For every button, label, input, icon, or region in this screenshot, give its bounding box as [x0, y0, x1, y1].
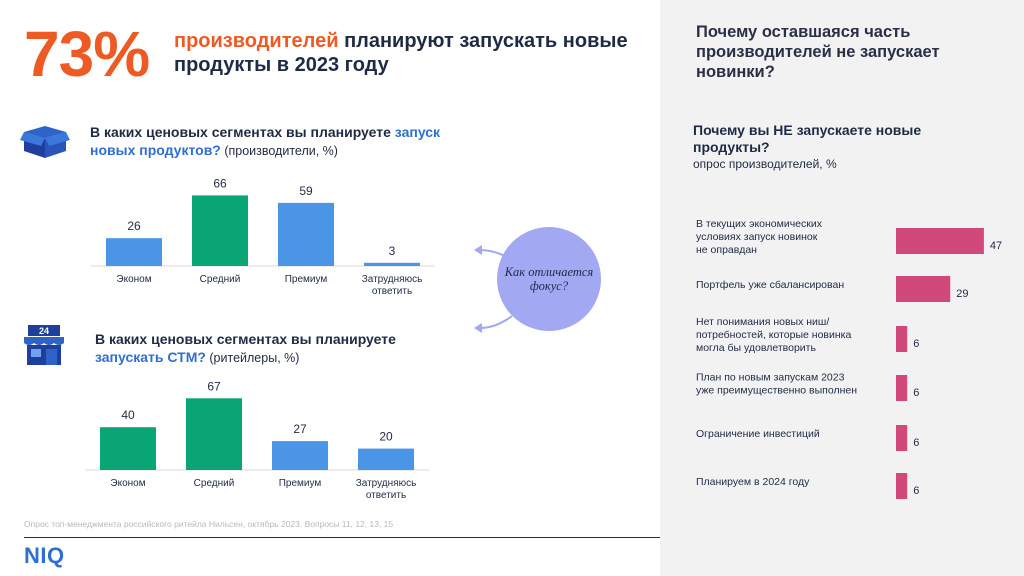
chart1-bar-chart: 26 Эконом 66 Средний 59 Премиум 3 Затрудняюсьот… [91, 176, 435, 297]
chart1-category-0-0: Эконом [116, 274, 151, 285]
chart2-title-blue: запускать СТМ? [95, 349, 206, 365]
chart2-title: В каких ценовых сегментах вы планируете … [95, 330, 455, 367]
chart1-title-normal: (производители, %) [220, 144, 338, 158]
reasons-value-4: 6 [913, 437, 919, 449]
chart1-category-2-0: Премиум [285, 274, 328, 285]
chart2-value-3: 20 [379, 430, 393, 444]
headline-accent: производителей [174, 30, 339, 52]
chart2-value-0: 40 [121, 408, 135, 422]
chart1-title-blue: запуск новых продуктов? [90, 124, 441, 158]
reasons-bar-1 [896, 276, 951, 302]
chart2-bar-3 [358, 448, 414, 470]
footer-divider [24, 537, 660, 538]
chart2-value-1: 67 [207, 379, 221, 393]
right-subtitle: опрос производителей, % [693, 157, 837, 171]
reasons-category-2-1: потребностей, которые новинка [696, 329, 851, 341]
reasons-category-2-0: Нет понимания новых ниш/ [696, 316, 829, 328]
chart2-category-0-0: Эконом [110, 478, 145, 489]
chart1-value-3: 3 [389, 244, 396, 258]
niq-logo: NIQ [24, 543, 65, 568]
reasons-category-4-0: Ограничение инвестиций [696, 428, 820, 440]
chart2-bar-1 [186, 398, 242, 470]
chart1-bar-0 [106, 238, 162, 266]
right-panel-title: Почему оставшаяся часть производителей н… [696, 23, 940, 81]
reasons-category-0-2: не оправдан [696, 244, 757, 256]
chart2-value-2: 27 [293, 422, 307, 436]
chart2-category-2-0: Премиум [279, 478, 322, 489]
reasons-bar-2 [896, 326, 908, 352]
reasons-category-0-0: В текущих экономических [696, 218, 823, 230]
chart1-bar-2 [278, 202, 334, 266]
arrow-up-left-head [474, 245, 482, 255]
reasons-value-3: 6 [913, 387, 919, 399]
chart2-title-bold: В каких ценовых сегментах вы планируете [95, 331, 396, 347]
reasons-value-5: 6 [913, 485, 919, 497]
right-question: Почему вы НЕ запускаете новые продукты? [693, 122, 922, 155]
reasons-category-2-2: могла бы удовлетворить [696, 342, 816, 354]
reasons-category-1-0: Портфель уже сбалансирован [696, 279, 844, 291]
chart1-title-bold: В каких ценовых сегментах вы планируете [90, 124, 395, 140]
arrow-down-left-icon [479, 315, 513, 329]
headline-percentage: 73% [24, 18, 150, 90]
chart2-bar-0 [100, 427, 156, 470]
reasons-category-3-1: уже преимущественно выполнен [696, 385, 857, 397]
chart2-category-1-0: Средний [194, 478, 235, 489]
reasons-category-0-1: условиях запуск новинок [696, 231, 818, 243]
chart2-category-3-0: Затрудняюсь [356, 478, 417, 489]
chart1-category-1-0: Средний [200, 274, 241, 285]
reasons-category-5-0: Планируем в 2024 году [696, 476, 810, 488]
chart1-value-1: 66 [213, 176, 227, 190]
chart1-bar-1 [192, 195, 248, 266]
reasons-bar-3 [896, 375, 908, 401]
reasons-bar-5 [896, 473, 908, 499]
chart1-bar-3 [364, 262, 420, 266]
reasons-bar-4 [896, 425, 908, 451]
arrow-down-left-head [474, 323, 482, 333]
reasons-value-0: 47 [990, 240, 1002, 252]
chart1-category-3-1: ответить [372, 286, 412, 297]
reasons-bar-0 [896, 228, 984, 254]
chart1-title: В каких ценовых сегментах вы планируете … [90, 123, 450, 160]
chart2-bar-chart: 40 Эконом 67 Средний 27 Премиум 20 Затрудняюсьо… [85, 379, 429, 501]
chart2-category-3-1: ответить [366, 490, 406, 501]
box-icon [20, 126, 70, 158]
reasons-value-1: 29 [956, 288, 968, 300]
right-panel [660, 0, 1024, 576]
focus-circle: Как отличается фокус? [497, 227, 601, 331]
reasons-category-3-0: План по новым запускам 2023 [696, 372, 845, 384]
headline-text: производителей планируют запускать новые… [174, 29, 634, 77]
store-icon: 24 [24, 325, 64, 365]
store-icon-label: 24 [39, 326, 49, 336]
chart2-title-normal: (ритейлеры, %) [205, 351, 300, 365]
headline-rest: планируют запускать новые продукты в 202… [174, 30, 628, 76]
chart1-category-3-0: Затрудняюсь [362, 274, 423, 285]
chart2-bar-2 [272, 441, 328, 470]
reasons-value-2: 6 [913, 338, 919, 350]
footnote: Опрос топ-менеджмента российского ритейл… [24, 519, 394, 529]
chart1-value-0: 26 [127, 219, 141, 233]
chart1-value-2: 59 [299, 184, 313, 198]
